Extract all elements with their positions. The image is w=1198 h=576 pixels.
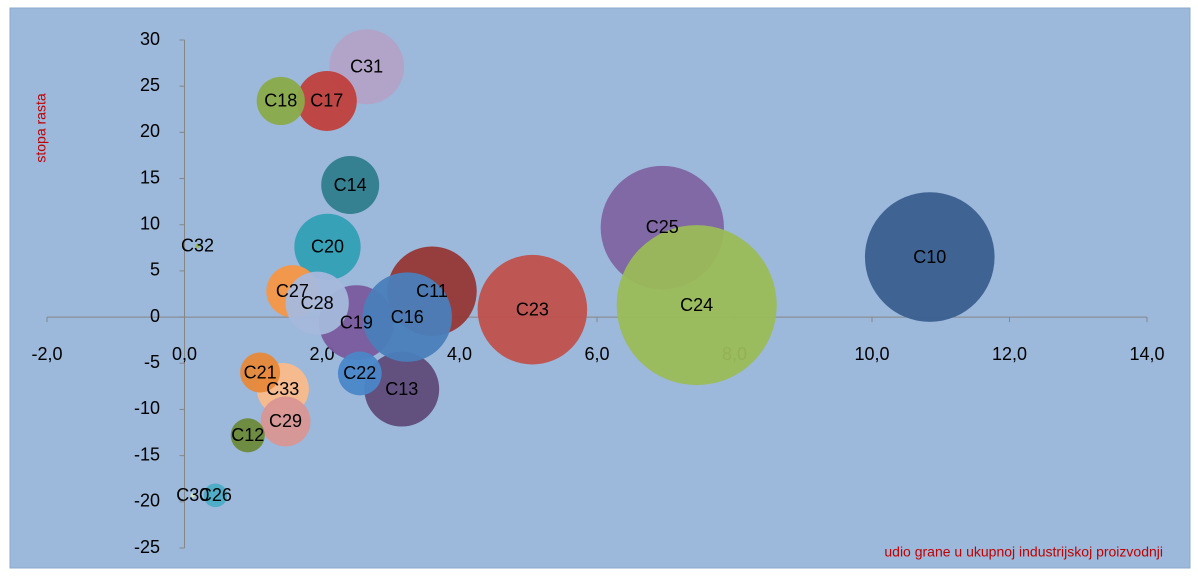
bubble-label: C32 bbox=[181, 236, 214, 256]
bubble-label: C16 bbox=[391, 307, 424, 327]
y-tick-label: 0 bbox=[150, 306, 160, 326]
bubble bbox=[256, 76, 305, 126]
bubble bbox=[190, 493, 195, 498]
bubble-label: C30 bbox=[176, 485, 209, 505]
x-tick-label: 10,0 bbox=[854, 344, 889, 364]
plot-background bbox=[9, 7, 1191, 569]
bubble-label: C17 bbox=[310, 91, 343, 111]
y-tick-label: 15 bbox=[140, 167, 160, 187]
bubble bbox=[362, 272, 452, 362]
bubble-label: C27 bbox=[276, 281, 309, 301]
x-tick-label: 6,0 bbox=[584, 344, 609, 364]
bubble bbox=[230, 418, 265, 453]
bubble-label: C21 bbox=[244, 362, 277, 382]
bubble-label: C18 bbox=[264, 91, 297, 111]
bubble-label: C28 bbox=[301, 293, 334, 313]
bubble bbox=[364, 351, 440, 427]
x-tick-label: 4,0 bbox=[447, 344, 472, 364]
y-tick-label: 20 bbox=[140, 121, 160, 141]
bubble-label: C29 bbox=[269, 411, 302, 431]
bubble-label: C19 bbox=[340, 312, 373, 332]
bubble-label: C33 bbox=[266, 379, 299, 399]
y-tick-label: -25 bbox=[134, 537, 160, 557]
bubble-label: C22 bbox=[343, 363, 376, 383]
x-tick-label: 0,0 bbox=[172, 344, 197, 364]
y-tick-label: -5 bbox=[144, 352, 160, 372]
y-tick-label: 25 bbox=[140, 75, 160, 95]
x-tick-label: 14,0 bbox=[1129, 344, 1164, 364]
bubble bbox=[864, 192, 995, 322]
y-tick-label: 10 bbox=[140, 213, 160, 233]
bubble bbox=[195, 243, 200, 249]
y-tick-label: 5 bbox=[150, 260, 160, 280]
bubble-label: C25 bbox=[646, 217, 679, 237]
x-tick-label: -2,0 bbox=[31, 344, 62, 364]
bubble bbox=[296, 70, 357, 131]
y-tick-label: -15 bbox=[134, 444, 160, 464]
bubble-label: C31 bbox=[350, 57, 383, 77]
x-axis-title: udio grane u ukupnoj industrijskoj proiz… bbox=[884, 544, 1163, 560]
bubble-label: C24 bbox=[680, 295, 713, 315]
y-axis-title: stopa rasta bbox=[33, 93, 49, 162]
bubble-label: C13 bbox=[385, 379, 418, 399]
x-tick-label: 12,0 bbox=[992, 344, 1027, 364]
bubble bbox=[477, 254, 588, 365]
bubble-label: C23 bbox=[516, 299, 549, 319]
bubble-label: C12 bbox=[231, 425, 264, 445]
bubble-label: C11 bbox=[416, 281, 448, 301]
x-tick-label: 2,0 bbox=[309, 344, 334, 364]
bubble bbox=[321, 156, 380, 214]
bubble-label: C14 bbox=[334, 175, 367, 195]
bubble bbox=[203, 483, 228, 508]
y-tick-label: 30 bbox=[140, 29, 160, 49]
bubble-label: C26 bbox=[199, 485, 232, 505]
bubble bbox=[294, 213, 361, 281]
bubble bbox=[337, 351, 382, 396]
bubble bbox=[285, 271, 349, 335]
bubble-label: C20 bbox=[311, 237, 344, 257]
bubble bbox=[240, 352, 281, 393]
bubble bbox=[616, 225, 777, 386]
y-tick-label: -10 bbox=[134, 398, 160, 418]
bubble bbox=[260, 396, 311, 447]
y-tick-label: -20 bbox=[134, 491, 160, 511]
bubble-label: C10 bbox=[913, 247, 946, 267]
